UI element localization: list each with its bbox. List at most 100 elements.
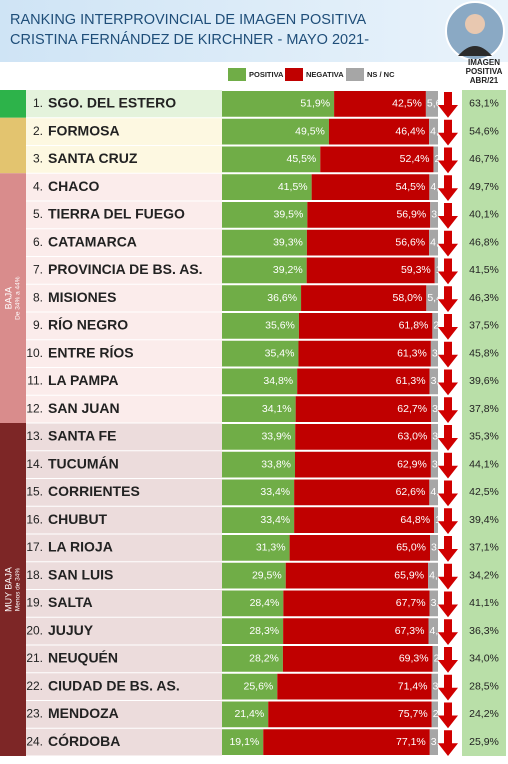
rank: 21. (26, 651, 43, 665)
bar-segment (222, 507, 295, 533)
value-label: 36,6% (267, 292, 297, 304)
bar-segment (289, 535, 431, 561)
value-label: 33,9% (261, 431, 291, 443)
down-arrow (438, 286, 458, 312)
previous-value: 63,1% (469, 98, 499, 110)
value-label: 52,4% (400, 153, 430, 165)
bar-segment (222, 313, 299, 339)
value-label: 63,0% (398, 431, 428, 443)
legend-label: NS / NC (367, 70, 395, 79)
down-arrow (438, 480, 458, 507)
previous-value: 24,2% (469, 708, 499, 720)
bar-segment (434, 257, 438, 284)
rank: 3. (33, 152, 43, 166)
bar-segment (294, 507, 435, 533)
bar-segment (222, 479, 295, 506)
bar-segment (429, 479, 438, 506)
bar-segment (285, 562, 429, 589)
down-arrow (438, 702, 458, 729)
previous-value: 40,1% (469, 209, 499, 221)
rank: 10. (26, 346, 43, 360)
down-arrow (438, 175, 458, 201)
province-name: SANTA CRUZ (48, 150, 138, 166)
previous-value: 54,6% (469, 125, 499, 137)
province-name: PROVINCIA DE BS. AS. (48, 261, 203, 277)
portrait-face (465, 14, 485, 34)
province-name: CATAMARCA (48, 233, 137, 249)
bar-segment (222, 535, 290, 561)
value-label: 49,5% (295, 125, 325, 137)
province-name: SALTA (48, 594, 93, 610)
previous-value: 34,0% (469, 653, 499, 665)
previous-value: 37,5% (469, 320, 499, 332)
down-arrow (438, 730, 458, 756)
bar-segment (283, 590, 430, 617)
previous-value: 46,8% (469, 236, 499, 248)
value-label: 62,7% (397, 403, 427, 415)
bar-segment (222, 285, 302, 311)
down-arrow (438, 425, 458, 451)
province-name: CHUBUT (48, 511, 108, 527)
value-label: 35,6% (265, 320, 295, 332)
bar-segment (432, 646, 438, 672)
bar-segment (428, 618, 438, 644)
value-label: 34,1% (262, 403, 292, 415)
bar-segment (222, 424, 296, 450)
bar-segment (222, 618, 284, 644)
previous-column-background (462, 90, 506, 756)
value-label: 56,6% (395, 236, 425, 248)
value-label: 65,9% (394, 569, 424, 581)
rank: 20. (26, 623, 43, 637)
bar-segment (283, 618, 429, 644)
value-label: 5,6 (427, 98, 442, 110)
value-label: 62,9% (397, 458, 427, 470)
value-label: 28,3% (249, 625, 279, 637)
previous-value: 42,5% (469, 486, 499, 498)
rank: 5. (33, 207, 43, 221)
bar-segment (222, 562, 286, 589)
bar-segment (431, 673, 438, 700)
bar-segment (222, 396, 296, 422)
previous-value: 37,8% (469, 403, 499, 415)
bar-segment (263, 729, 430, 755)
value-label: 39,2% (273, 264, 303, 276)
province-name: CIUDAD DE BS. AS. (48, 677, 180, 693)
bar-segment (426, 285, 438, 311)
bar-segment (425, 91, 438, 117)
bar-segment (298, 313, 433, 339)
province-name: TUCUMÁN (48, 455, 119, 471)
down-arrow (438, 92, 458, 118)
bar-segment (222, 91, 335, 117)
group-strip (0, 117, 26, 174)
value-label: 21,4% (234, 708, 264, 720)
group-strip (0, 173, 26, 423)
rank: 8. (33, 290, 43, 304)
bar-segment (433, 146, 438, 173)
value-label: 64,8% (400, 514, 430, 526)
value-label: 61,3% (397, 347, 427, 359)
bar-segment (268, 701, 432, 728)
value-label: 67,7% (396, 597, 426, 609)
down-arrow (438, 203, 458, 229)
bar-segment (431, 424, 438, 450)
group-strip (0, 423, 26, 756)
value-label: 56,9% (396, 209, 426, 221)
bar-segment (306, 257, 435, 284)
rank: 9. (33, 318, 43, 332)
bar-segment (222, 451, 296, 478)
rank: 6. (33, 235, 43, 249)
value-label: 67,3% (395, 625, 425, 637)
bar-segment (431, 396, 438, 422)
rank: 4. (33, 179, 43, 193)
down-arrow (438, 536, 458, 562)
previous-value: 44,1% (469, 458, 499, 470)
previous-value: 37,1% (469, 542, 499, 554)
bar-segment (222, 646, 283, 672)
bar-segment (429, 368, 438, 395)
value-label: 28,2% (249, 653, 279, 665)
previous-value: 46,3% (469, 292, 499, 304)
bar-segment (429, 729, 438, 755)
value-label: 39,3% (273, 236, 303, 248)
rank: 18. (26, 568, 43, 582)
value-label: 33,4% (260, 486, 290, 498)
